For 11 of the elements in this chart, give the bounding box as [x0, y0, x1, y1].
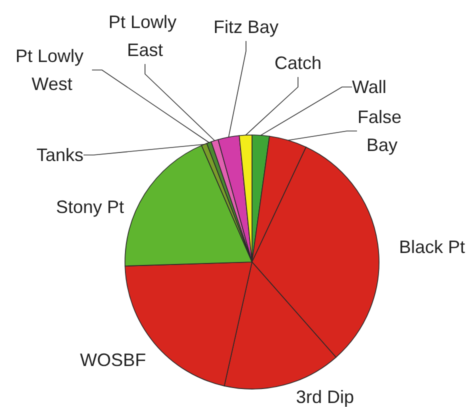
- slice-label: False Bay: [357, 107, 407, 155]
- slice-label: 3rd Dip: [296, 387, 354, 407]
- slice-label: Fitz Bay: [213, 17, 279, 37]
- slice-label: Tanks: [36, 145, 84, 165]
- slice-label: WOSBF: [80, 350, 146, 370]
- slice-label: Stony Pt: [56, 197, 124, 217]
- slice-label: Catch: [274, 53, 322, 73]
- slice-label: Wall: [352, 77, 386, 97]
- slice-label: Pt Lowly East: [108, 12, 182, 60]
- slice-label: Black Pt: [398, 237, 465, 257]
- slice-label: Pt Lowly West: [15, 46, 89, 94]
